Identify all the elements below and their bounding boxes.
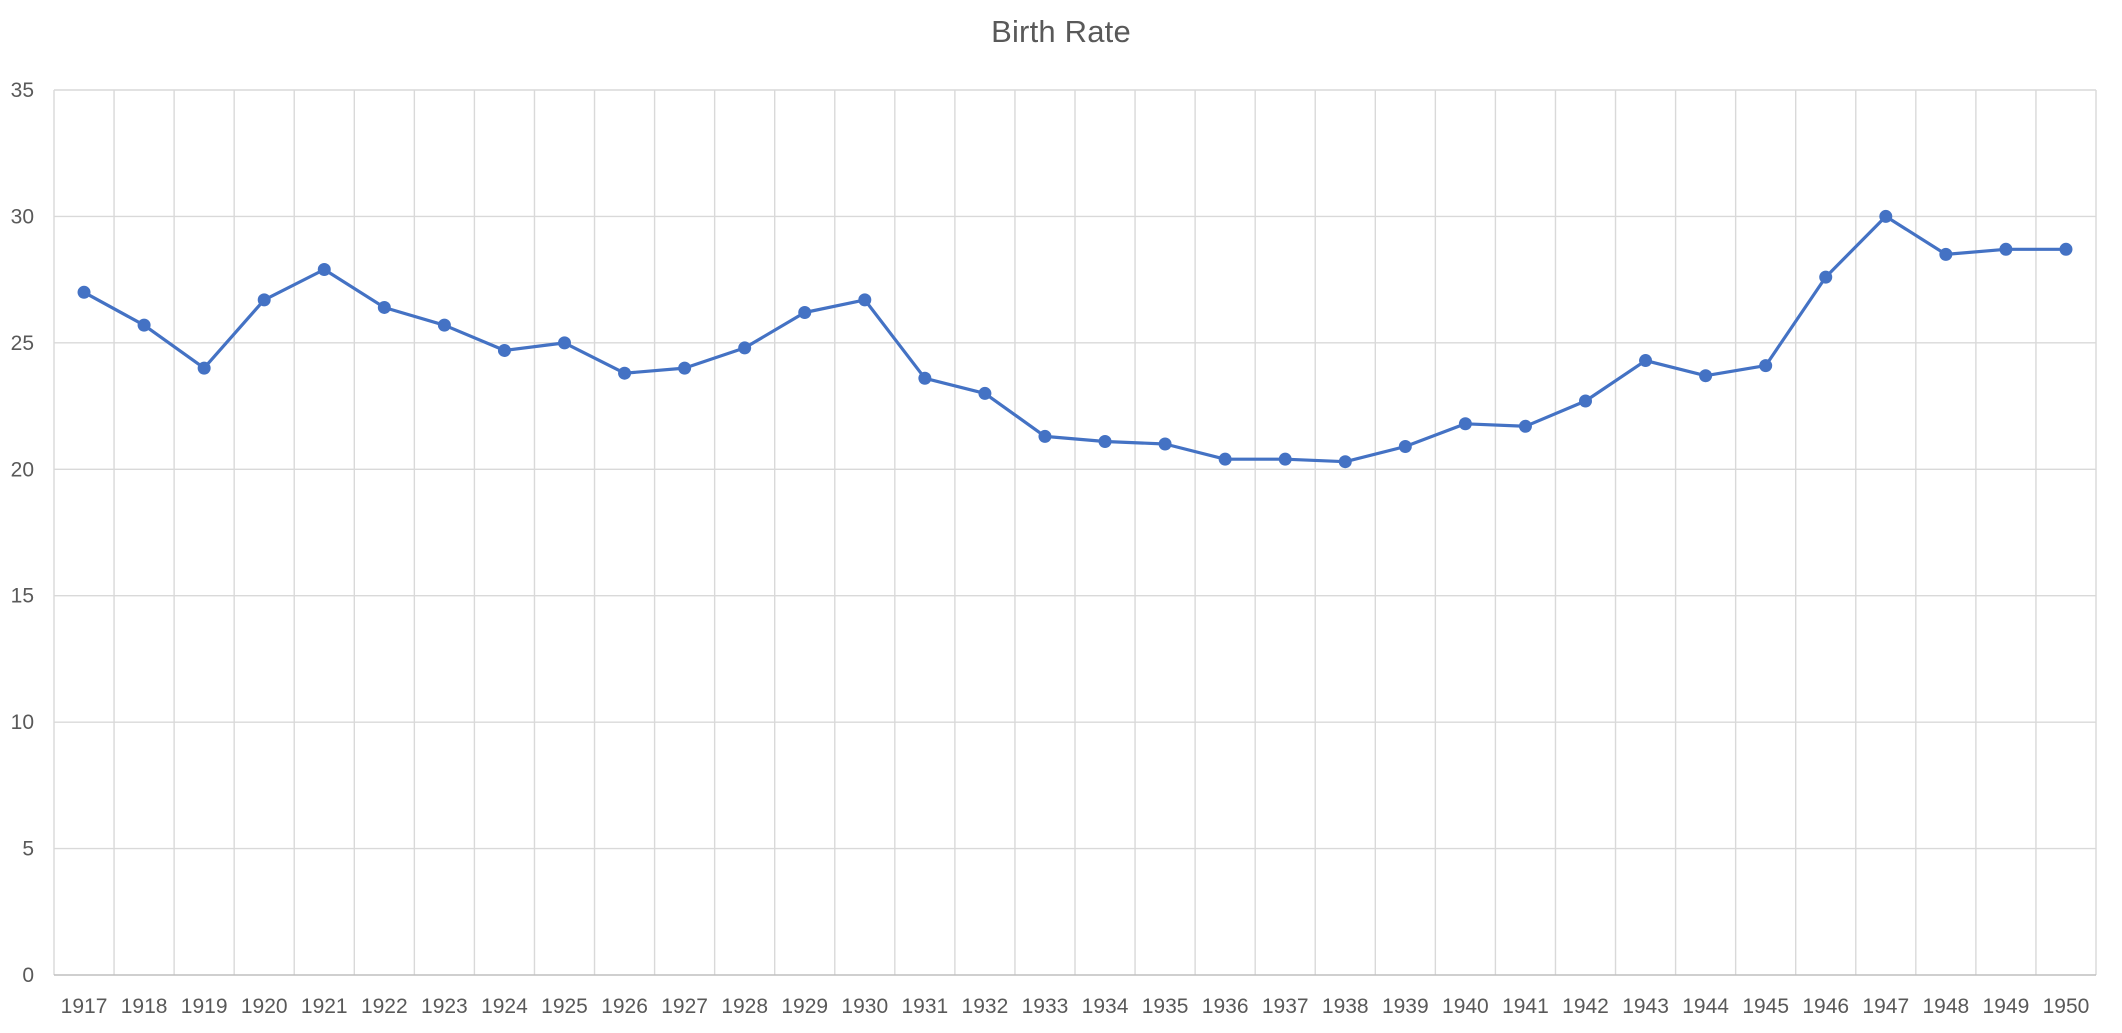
x-tick-label: 1945 — [1742, 995, 1789, 1018]
x-tick-label: 1940 — [1442, 995, 1489, 1018]
data-point — [738, 341, 752, 355]
x-tick-label: 1937 — [1262, 995, 1309, 1018]
data-point — [858, 293, 872, 307]
x-tick-label: 1917 — [61, 995, 108, 1018]
x-tick-label: 1943 — [1622, 995, 1669, 1018]
x-tick-label: 1946 — [1802, 995, 1849, 1018]
x-tick-label: 1922 — [361, 995, 408, 1018]
x-tick-label: 1919 — [181, 995, 228, 1018]
data-point — [1819, 270, 1833, 284]
data-point — [437, 318, 451, 332]
data-point — [678, 361, 692, 375]
data-point — [1939, 247, 1953, 261]
data-point — [377, 300, 391, 314]
data-point — [77, 285, 91, 299]
x-tick-label: 1947 — [1862, 995, 1909, 1018]
x-tick-label: 1941 — [1502, 995, 1549, 1018]
data-point — [1398, 440, 1412, 454]
chart-title: Birth Rate — [991, 14, 1131, 49]
data-point — [1879, 209, 1893, 223]
data-point — [1999, 242, 2013, 256]
x-tick-label: 1933 — [1022, 995, 1069, 1018]
x-tick-label: 1920 — [241, 995, 288, 1018]
gridlines — [53, 89, 2097, 975]
x-tick-label: 1939 — [1382, 995, 1429, 1018]
data-point — [1759, 359, 1773, 373]
y-tick-label: 10 — [11, 711, 34, 734]
data-point — [1458, 417, 1472, 431]
data-point — [257, 293, 271, 307]
data-point — [1038, 429, 1052, 443]
y-tick-label: 30 — [11, 205, 34, 228]
x-tick-label: 1930 — [841, 995, 888, 1018]
x-tick-label: 1950 — [2043, 995, 2090, 1018]
x-tick-label: 1932 — [962, 995, 1009, 1018]
data-point — [137, 318, 151, 332]
data-point — [1218, 452, 1232, 466]
x-tick-label: 1921 — [301, 995, 348, 1018]
data-point — [618, 366, 632, 380]
y-tick-label: 20 — [11, 458, 34, 481]
y-tick-label: 25 — [11, 332, 34, 355]
x-tick-label: 1948 — [1922, 995, 1969, 1018]
y-tick-label: 0 — [22, 964, 34, 987]
data-point — [918, 371, 932, 385]
x-tick-label: 1942 — [1562, 995, 1609, 1018]
data-point — [497, 343, 511, 357]
x-tick-label: 1925 — [541, 995, 588, 1018]
data-point — [1338, 455, 1352, 469]
data-point — [1278, 452, 1292, 466]
markers-layer — [77, 209, 2073, 469]
x-tick-label: 1929 — [781, 995, 828, 1018]
y-tick-label: 15 — [11, 585, 34, 608]
data-point — [1639, 354, 1653, 368]
x-tick-label: 1935 — [1142, 995, 1189, 1018]
data-point — [1098, 434, 1112, 448]
data-point — [978, 386, 992, 400]
data-point — [798, 306, 812, 320]
data-point — [197, 361, 211, 375]
tick-labels: 0 5 10 15 20 25 30 35 1917 1918 1919 1920 1921 1922 19… — [11, 79, 2090, 1018]
series-layer — [82, 214, 2068, 464]
data-point — [1158, 437, 1172, 451]
x-tick-label: 1934 — [1082, 995, 1129, 1018]
data-point — [1579, 394, 1592, 408]
x-tick-label: 1923 — [421, 995, 468, 1018]
x-tick-label: 1931 — [901, 995, 948, 1018]
data-point — [2059, 242, 2073, 256]
x-tick-label: 1949 — [1983, 995, 2030, 1018]
data-point — [558, 336, 571, 350]
y-tick-label: 35 — [11, 79, 34, 102]
data-point — [1518, 419, 1532, 433]
x-tick-label: 1944 — [1682, 995, 1729, 1018]
data-point — [1699, 369, 1713, 383]
x-tick-label: 1927 — [661, 995, 708, 1018]
x-tick-label: 1924 — [481, 995, 528, 1018]
x-tick-label: 1938 — [1322, 995, 1369, 1018]
y-tick-label: 5 — [22, 838, 34, 861]
x-tick-label: 1918 — [121, 995, 168, 1018]
series-line — [82, 214, 2068, 464]
data-point — [317, 263, 331, 277]
x-tick-label: 1928 — [721, 995, 768, 1018]
x-tick-label: 1926 — [601, 995, 648, 1018]
x-tick-label: 1936 — [1202, 995, 1249, 1018]
